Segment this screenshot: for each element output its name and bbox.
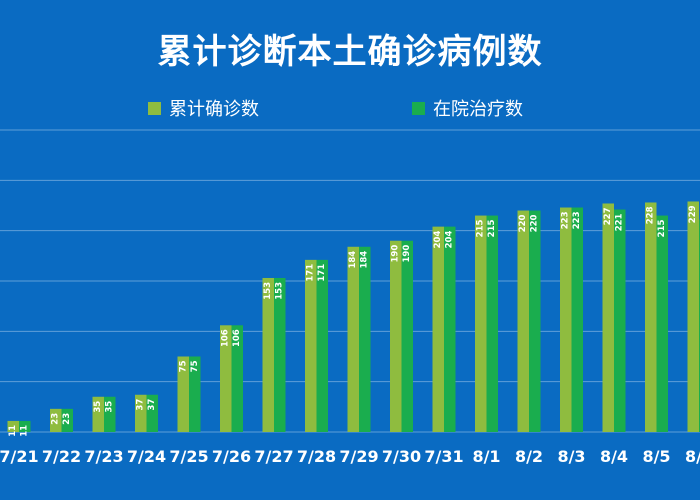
data-label: 215 <box>476 219 486 237</box>
data-label: 220 <box>530 214 540 232</box>
x-tick-label: 7/28 <box>297 447 336 466</box>
bar-cumulative <box>560 207 572 432</box>
bar-hospitalized <box>571 207 583 432</box>
data-label: 223 <box>561 211 571 229</box>
bar-hospitalized <box>359 246 371 432</box>
data-label: 11 <box>8 425 18 437</box>
bar-cumulative <box>602 203 614 432</box>
data-label: 229 <box>688 205 698 223</box>
bar-cumulative <box>7 420 19 432</box>
data-label: 23 <box>51 413 61 425</box>
x-tick-label: 8/2 <box>515 447 543 466</box>
bar-hospitalized <box>614 209 626 432</box>
legend-item-cumulative: 累计确诊数 <box>148 97 259 120</box>
data-label: 35 <box>93 401 103 413</box>
bar-hospitalized <box>19 420 31 432</box>
legend-item-hospitalized: 在院治疗数 <box>412 97 523 120</box>
data-label: 171 <box>306 264 316 282</box>
bar-hospitalized <box>189 356 201 432</box>
data-label: 220 <box>518 214 528 232</box>
data-label: 227 <box>603 207 613 225</box>
data-label: 35 <box>105 401 115 413</box>
bar-cumulative <box>517 210 529 432</box>
data-label: 153 <box>275 282 285 300</box>
bar-hospitalized <box>444 226 456 432</box>
bar-hospitalized <box>316 259 328 432</box>
bar-cumulative <box>177 356 189 432</box>
data-label: 75 <box>190 360 200 372</box>
bar-cumulative <box>135 394 147 432</box>
x-tick-label: 7/30 <box>382 447 421 466</box>
x-tick-label: 7/22 <box>42 447 81 466</box>
bar-hospitalized <box>104 396 116 432</box>
bar-cumulative <box>50 408 62 432</box>
data-label: 223 <box>572 211 582 229</box>
data-label: 153 <box>263 282 273 300</box>
bar-hospitalized <box>529 210 541 432</box>
x-tick-label: 7/27 <box>254 447 293 466</box>
data-label: 204 <box>445 231 455 249</box>
data-label: 106 <box>232 329 242 347</box>
data-label: 37 <box>136 399 146 411</box>
data-label: 221 <box>615 213 625 231</box>
bar-cumulative <box>262 277 274 432</box>
x-tick-label: 7/31 <box>424 447 463 466</box>
bar-hospitalized <box>486 215 498 432</box>
bar-cumulative <box>475 215 487 432</box>
bar-hospitalized <box>61 408 73 432</box>
x-tick-label: 8/6 <box>685 447 700 466</box>
bar-cumulative <box>687 201 699 432</box>
data-label: 190 <box>402 245 412 263</box>
legend-swatch-hospitalized <box>412 101 425 115</box>
data-label: 215 <box>487 219 497 237</box>
chart-title: 累计诊断本土确诊病例数 <box>157 32 543 72</box>
x-tick-label: 7/26 <box>212 447 251 466</box>
x-tick-label: 7/24 <box>127 447 166 466</box>
x-tick-label: 8/5 <box>642 447 670 466</box>
bar-cumulative <box>305 259 317 432</box>
x-tick-label: 7/21 <box>0 447 39 466</box>
x-tick-label: 8/3 <box>557 447 585 466</box>
legend-swatch-cumulative <box>148 101 161 115</box>
legend-label-cumulative: 累计确诊数 <box>169 99 259 120</box>
bar-hospitalized <box>274 277 286 432</box>
bar-cumulative <box>432 226 444 432</box>
data-label: 204 <box>433 231 443 249</box>
data-label: 184 <box>360 251 370 269</box>
data-label: 171 <box>317 264 327 282</box>
x-tick-label: 7/23 <box>84 447 123 466</box>
data-label: 106 <box>221 329 231 347</box>
data-label: 215 <box>657 219 667 237</box>
data-label: 184 <box>348 251 358 269</box>
data-label: 23 <box>62 413 72 425</box>
x-tick-label: 8/4 <box>600 447 628 466</box>
x-tick-label: 8/1 <box>472 447 500 466</box>
bar-hospitalized <box>401 240 413 432</box>
bar-hospitalized <box>146 394 158 432</box>
bar-cumulative <box>390 240 402 432</box>
data-label: 37 <box>147 399 157 411</box>
bar-cumulative <box>645 202 657 432</box>
bar-hospitalized <box>656 215 668 432</box>
bar-cumulative <box>92 396 104 432</box>
x-tick-label: 7/25 <box>169 447 208 466</box>
legend-label-hospitalized: 在院治疗数 <box>433 99 523 120</box>
x-tick-label: 7/29 <box>339 447 378 466</box>
data-label: 11 <box>20 425 30 437</box>
bar-cumulative <box>347 246 359 432</box>
data-label: 75 <box>178 360 188 372</box>
bar-hospitalized <box>231 325 243 432</box>
data-label: 190 <box>391 245 401 263</box>
data-label: 228 <box>646 206 656 224</box>
bar-cumulative <box>220 325 232 432</box>
